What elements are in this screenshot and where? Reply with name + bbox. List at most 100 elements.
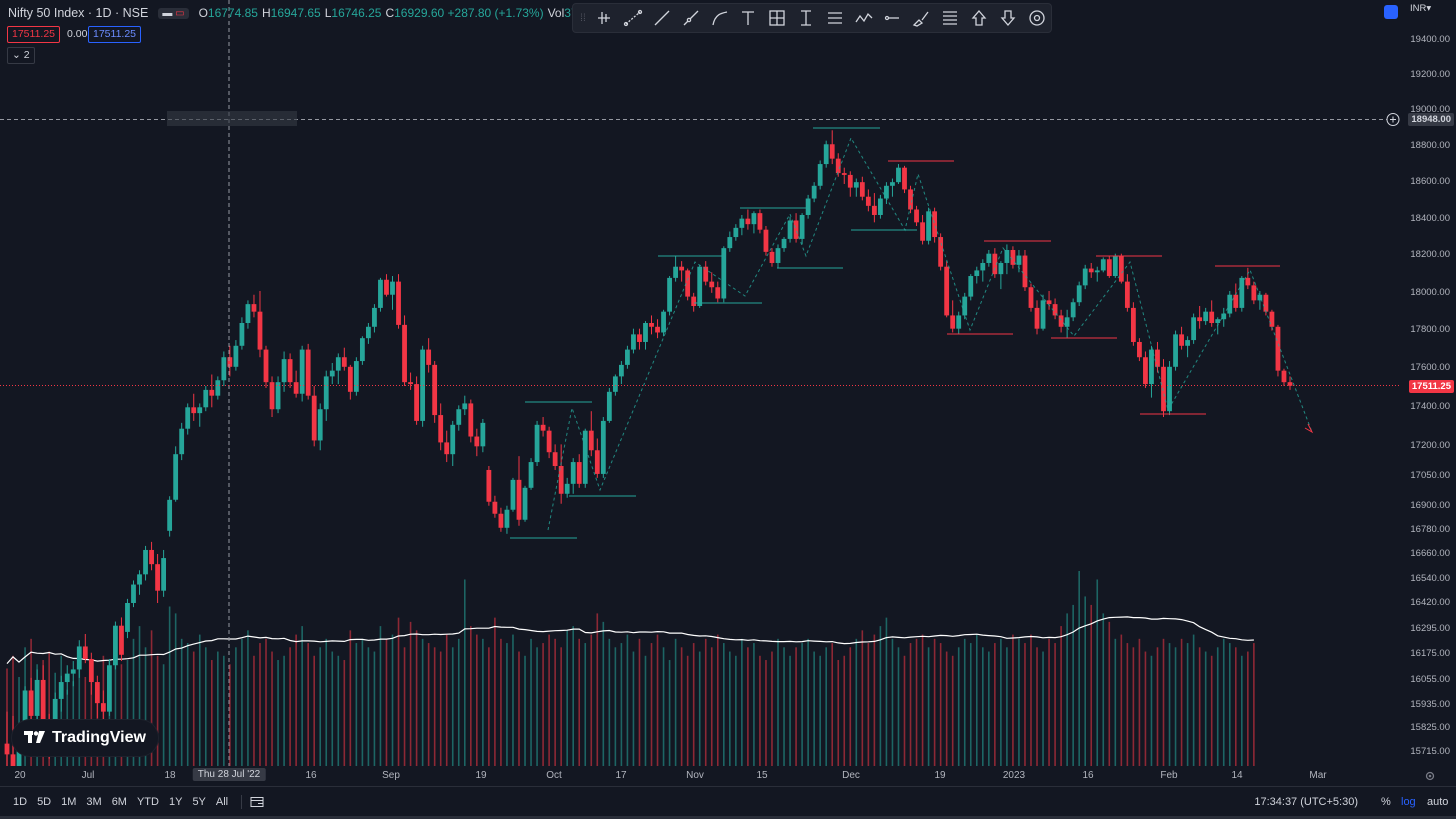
candle-body: [426, 349, 432, 365]
candle-body: [625, 349, 630, 365]
candle-body: [353, 361, 359, 392]
candle-body: [1010, 249, 1016, 265]
candle-body: [510, 479, 516, 510]
compare-icon[interactable]: [1384, 5, 1398, 19]
price-axis[interactable]: 19400.00 19200.00 19000.00 18800.00 18600.00…: [1400, 0, 1456, 766]
candle-body: [113, 625, 118, 666]
range-button-ytd[interactable]: YTD: [136, 796, 159, 808]
settings-gear-icon[interactable]: [1424, 770, 1436, 782]
volume-bar: [759, 655, 761, 766]
arrow-down-icon[interactable]: [993, 4, 1022, 32]
volume-bar: [1198, 647, 1201, 766]
range-button-1d[interactable]: 1D: [13, 796, 28, 808]
currency-label: INR: [1410, 3, 1427, 14]
currency-selector[interactable]: INR▾: [1410, 3, 1431, 14]
range-button-1m[interactable]: 1M: [61, 796, 77, 808]
bottom-toolbar: 1D 5D 1M 3M 6M YTD 1Y 5Y All 17:34:37 (UTC+5:30)…: [0, 786, 1456, 817]
arrow-up-icon[interactable]: [964, 4, 993, 32]
candle-body: [558, 466, 564, 494]
candle-body: [492, 501, 498, 514]
ohlc-value: 16746.25: [331, 6, 382, 20]
candle-body: [540, 424, 546, 431]
time-axis[interactable]: 20 Jul 18 16 Sep 19 Oct 17 Nov 15 Dec 19 2023 16 Feb 14…: [0, 766, 1400, 786]
buy-price-box[interactable]: 17511.25: [88, 26, 142, 43]
candle-body: [932, 211, 938, 238]
calendar-go-to-icon[interactable]: [250, 796, 264, 808]
candle-body: [197, 407, 203, 414]
candle-body: [317, 409, 323, 441]
range-button-5y[interactable]: 5Y: [192, 796, 206, 808]
candle-body: [293, 382, 299, 394]
volume-bar: [994, 643, 996, 766]
candle-body: [926, 211, 931, 241]
path-icon[interactable]: [849, 4, 878, 32]
candle-body: [257, 311, 263, 350]
text-icon[interactable]: [734, 4, 763, 32]
indicators-collapse-button[interactable]: ⌄ 2: [7, 47, 35, 64]
sell-price-box[interactable]: 17511.25: [7, 26, 61, 43]
volume-bar: [427, 643, 430, 766]
volume-bar: [584, 643, 587, 766]
price-tick: 19000.00: [1410, 104, 1450, 116]
ohlc-values: O16774.85 H16947.65 L16746.25 C16929.60 +28…: [199, 6, 622, 20]
range-button-all[interactable]: All: [215, 796, 229, 808]
long-position-icon[interactable]: [590, 4, 619, 32]
volume-bar: [771, 651, 773, 766]
candle-body: [1155, 349, 1160, 367]
volume-bar: [1253, 643, 1255, 766]
range-button-6m[interactable]: 6M: [111, 796, 127, 808]
volume-bar: [337, 655, 340, 766]
volume-bar: [825, 647, 827, 766]
volume-bar: [524, 655, 526, 766]
volume-bar: [650, 643, 653, 766]
candle-body: [1221, 313, 1227, 320]
volume-bar: [608, 638, 611, 766]
lines-icon[interactable]: [820, 4, 849, 32]
horizontal-ray-icon[interactable]: [878, 4, 907, 32]
clock-timezone[interactable]: 17:34:37 (UTC+5:30): [1254, 796, 1358, 808]
volume-bar: [801, 643, 803, 766]
price-tick: 17200.00: [1410, 440, 1450, 451]
circle-icon[interactable]: [1022, 4, 1051, 32]
volume-bar: [1024, 643, 1026, 766]
price-tick: 17600.00: [1410, 362, 1450, 374]
symbol-title[interactable]: Nifty 50 Index · 1D · NSE: [8, 6, 149, 20]
volume-bar: [921, 634, 924, 766]
volume-bar: [662, 647, 665, 766]
grid-tool-icon[interactable]: [763, 4, 792, 32]
trend-angle-icon[interactable]: [619, 4, 648, 32]
volume-bar: [1228, 643, 1231, 766]
volume-bar: [421, 638, 424, 766]
trend-line-icon[interactable]: [648, 4, 677, 32]
volume-bar: [1018, 638, 1020, 766]
candle-body: [185, 407, 191, 429]
candle-body: [1257, 294, 1263, 301]
volume-bar: [247, 630, 249, 766]
multi-line-icon[interactable]: [936, 4, 965, 32]
candle-body: [914, 209, 919, 223]
volume-bar: [1234, 647, 1237, 766]
log-scale-toggle[interactable]: log: [1401, 796, 1416, 808]
candle-body: [775, 248, 781, 263]
candle-body: [329, 370, 335, 377]
brush-icon[interactable]: [907, 4, 936, 32]
range-button-5d[interactable]: 5D: [37, 796, 52, 808]
volume-bar: [90, 668, 93, 766]
legend-toggle-icon[interactable]: ▬ ▭: [158, 7, 189, 19]
volume-bar: [1072, 604, 1074, 766]
range-button-1y[interactable]: 1Y: [168, 796, 183, 808]
ray-icon[interactable]: [676, 4, 705, 32]
fib-icon[interactable]: [792, 4, 821, 32]
auto-scale-toggle[interactable]: auto: [1427, 796, 1449, 808]
drag-handle-icon[interactable]: ⁞⁞: [580, 12, 586, 24]
volume-bar: [554, 638, 556, 766]
curve-icon[interactable]: [705, 4, 734, 32]
percent-scale-toggle[interactable]: %: [1381, 796, 1391, 808]
range-button-3m[interactable]: 3M: [86, 796, 102, 808]
time-tick: 14: [1231, 770, 1243, 781]
volume-bar: [626, 634, 629, 766]
volume-bar: [271, 651, 273, 766]
tradingview-logo[interactable]: TradingView: [12, 720, 158, 756]
candle-body: [88, 658, 94, 683]
price-chart[interactable]: [0, 0, 1400, 766]
